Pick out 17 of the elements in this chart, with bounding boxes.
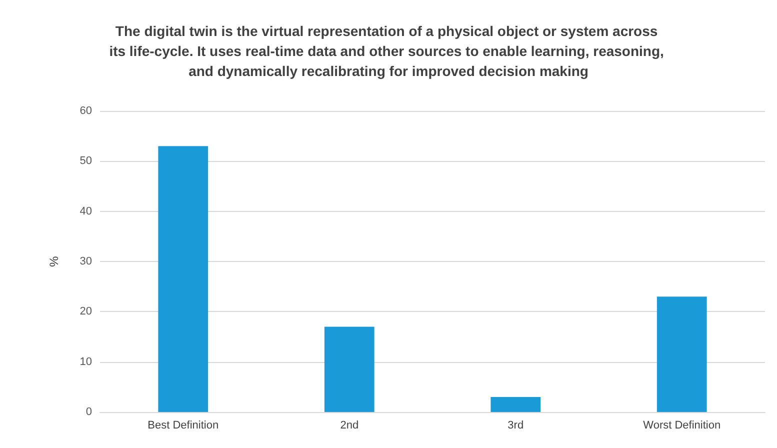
bar <box>158 146 208 412</box>
y-tick-label: 0 <box>86 406 92 418</box>
x-tick-label: Best Definition <box>148 420 219 432</box>
y-tick-label: 50 <box>80 155 92 168</box>
y-tick-label: 40 <box>80 205 92 218</box>
y-tick-label: 20 <box>80 306 92 318</box>
bar <box>324 326 374 412</box>
y-tick-label: 60 <box>80 105 92 117</box>
chart-title: The digital twin is the virtual representation of a physical object or system across its life-cycle. It uses real-time data and other sources to enable learning, reasoning, and dynamically recalibrating for improved decision making <box>109 23 668 79</box>
bar <box>490 396 541 412</box>
y-tick-label: 10 <box>80 356 92 368</box>
x-tick-label: Worst Definition <box>643 420 721 432</box>
x-tick-label: 3rd <box>508 420 524 432</box>
bar <box>656 296 707 412</box>
y-axis-title: % <box>47 256 61 267</box>
y-tick-label: 30 <box>80 256 92 268</box>
x-tick-label: 2nd <box>340 420 359 432</box>
